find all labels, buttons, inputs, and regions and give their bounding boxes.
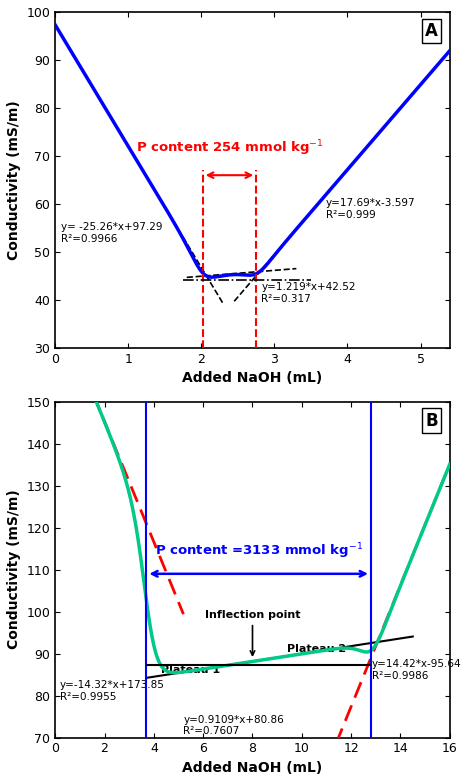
Text: y=0.9109*x+80.86
R²=0.7607: y=0.9109*x+80.86 R²=0.7607 (183, 715, 284, 736)
Text: P content 254 mmol kg$^{-1}$: P content 254 mmol kg$^{-1}$ (136, 138, 323, 159)
Text: y=-14.32*x+173.85
R²=0.9955: y=-14.32*x+173.85 R²=0.9955 (60, 680, 165, 702)
Text: Inflection point: Inflection point (205, 610, 300, 655)
Y-axis label: Conductivity (mS/m): Conductivity (mS/m) (7, 100, 21, 260)
Text: A: A (425, 22, 438, 40)
Text: B: B (425, 411, 438, 429)
Text: y=14.42*x-95.64
R²=0.9986: y=14.42*x-95.64 R²=0.9986 (372, 659, 462, 681)
Text: y= -25.26*x+97.29
R²=0.9966: y= -25.26*x+97.29 R²=0.9966 (61, 222, 163, 244)
Text: y=1.219*x+42.52
R²=0.317: y=1.219*x+42.52 R²=0.317 (261, 282, 356, 303)
X-axis label: Added NaOH (mL): Added NaOH (mL) (182, 371, 323, 386)
Y-axis label: Conductivity (mS/m): Conductivity (mS/m) (7, 490, 21, 650)
Text: Plateau 2: Plateau 2 (287, 644, 346, 654)
Text: y=17.69*x-3.597
R²=0.999: y=17.69*x-3.597 R²=0.999 (326, 198, 415, 220)
Text: Plateau 1: Plateau 1 (161, 665, 220, 675)
Text: P content =3133 mmol kg$^{-1}$: P content =3133 mmol kg$^{-1}$ (155, 542, 363, 561)
X-axis label: Added NaOH (mL): Added NaOH (mL) (182, 761, 323, 775)
